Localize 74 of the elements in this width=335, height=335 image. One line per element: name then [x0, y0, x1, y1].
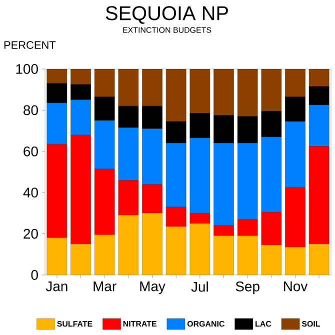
bar	[70, 134, 91, 244]
bar	[308, 68, 330, 87]
bar	[118, 128, 139, 180]
bar	[46, 144, 68, 238]
x-tick-label: Mar	[94, 282, 116, 292]
y-tick-label: 100	[16, 64, 38, 74]
bar	[214, 68, 234, 116]
bar	[166, 206, 186, 227]
x-tick-label: May	[140, 282, 166, 294]
bar	[142, 184, 162, 214]
bar	[261, 245, 282, 275]
y-axis-title: PERCENT	[4, 41, 56, 49]
bar	[166, 68, 186, 122]
bar	[285, 68, 306, 97]
bar	[190, 113, 210, 138]
bar	[214, 115, 234, 144]
x-tick-label: Jul	[191, 282, 208, 292]
bar	[142, 128, 162, 185]
bar	[190, 138, 210, 214]
bar	[70, 84, 91, 100]
bar	[285, 187, 306, 248]
bar	[166, 143, 186, 208]
bar	[238, 236, 258, 275]
bar	[142, 213, 162, 275]
y-tick-label: 0	[31, 270, 38, 280]
bar	[285, 121, 306, 188]
bar	[118, 68, 139, 106]
bar	[261, 136, 282, 212]
chart-title: SEQUOIA NP	[106, 6, 228, 24]
bar	[190, 224, 210, 275]
bar	[190, 68, 210, 114]
bar	[190, 213, 210, 224]
bar	[118, 106, 139, 128]
bar	[214, 225, 234, 236]
bar	[237, 219, 258, 236]
bar	[70, 100, 91, 136]
y-tick-label: 20	[24, 228, 38, 239]
bar	[308, 146, 330, 244]
bar	[46, 238, 67, 275]
y-tick-label: 60	[24, 146, 38, 156]
bar	[46, 83, 68, 104]
bar	[94, 68, 115, 97]
x-tick-label: Jan	[46, 282, 68, 292]
bar	[46, 68, 68, 84]
bar	[261, 111, 282, 138]
bar	[166, 121, 186, 144]
bar	[308, 244, 330, 275]
bar	[214, 143, 234, 226]
bar	[261, 68, 282, 112]
bar	[261, 212, 282, 246]
bar	[285, 96, 306, 122]
bar	[70, 68, 91, 85]
bar	[142, 106, 162, 129]
bar	[142, 68, 162, 106]
bar	[94, 168, 115, 235]
bar	[166, 226, 186, 275]
x-tick-label: Sep	[236, 282, 260, 294]
bar	[94, 96, 115, 121]
bar	[94, 120, 115, 170]
bar	[46, 102, 68, 144]
bar	[94, 234, 115, 275]
bar	[237, 116, 258, 144]
bar	[118, 215, 138, 275]
bar	[70, 244, 91, 275]
y-tick-label: 40	[23, 188, 38, 198]
bar	[118, 180, 139, 216]
y-tick-label: 80	[24, 105, 38, 116]
bar	[285, 247, 306, 275]
bar	[237, 68, 258, 117]
bar	[308, 104, 330, 146]
bar	[214, 236, 234, 275]
bar	[237, 143, 258, 220]
bar	[308, 86, 330, 106]
x-tick-label: Nov	[284, 282, 308, 292]
